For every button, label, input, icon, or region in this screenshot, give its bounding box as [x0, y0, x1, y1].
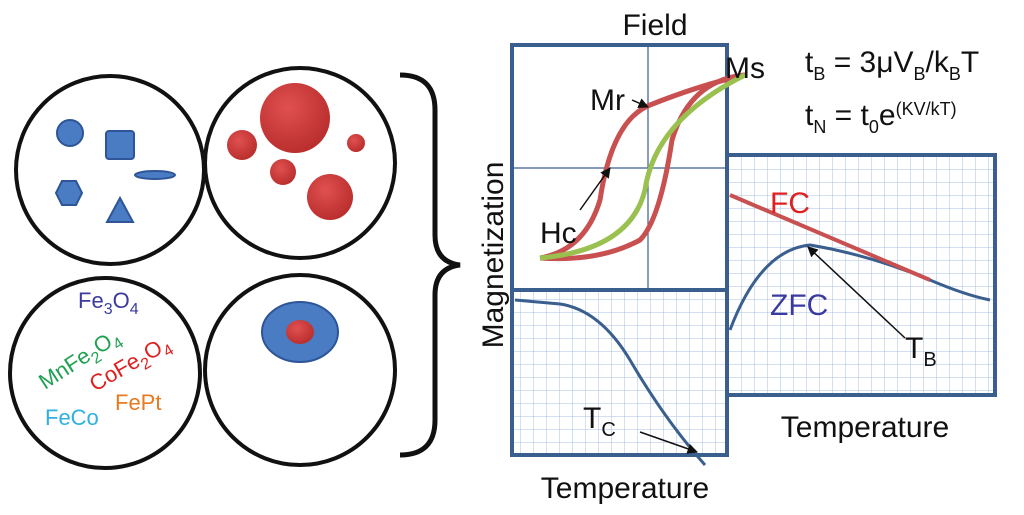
fc-zfc-border [725, 153, 997, 397]
fe3o4: Fe3O4 [78, 288, 139, 318]
tb-label: TB [905, 332, 937, 371]
fc-x-label: Temperature [781, 411, 949, 444]
hc-label: Hc [540, 217, 577, 250]
brace [399, 72, 461, 458]
hc-arrow [579, 167, 611, 211]
tn-equation: tN = t0e(KV/kT) [805, 99, 957, 137]
zfc-curve [728, 243, 991, 331]
tb-equation: tB = 3μVB/kBT [805, 46, 979, 84]
tc-box [510, 288, 729, 457]
tc-label: TC [583, 402, 616, 441]
tb-arrow [807, 246, 906, 339]
mr-arrow [631, 98, 649, 109]
zfc-label: ZFC [770, 289, 828, 322]
core-shell [261, 301, 339, 363]
fc-line [729, 193, 931, 282]
fc-zfc-box [725, 153, 997, 397]
shapes [54, 119, 176, 223]
fept: FePt [115, 390, 161, 415]
tc-x-label: Temperature [541, 472, 709, 505]
virgin-curve [539, 72, 747, 261]
ms-label: Ms [725, 52, 765, 85]
mr-label: Mr [590, 84, 625, 117]
magnetization-label: Magnetization [477, 162, 510, 349]
tc-curve [514, 298, 707, 466]
feco: FeCo [45, 405, 99, 430]
fc-label: FC [770, 187, 810, 220]
tc-arrow [639, 431, 698, 454]
spheres [227, 83, 365, 220]
field-title: Field [622, 9, 687, 42]
circles [8, 66, 397, 470]
